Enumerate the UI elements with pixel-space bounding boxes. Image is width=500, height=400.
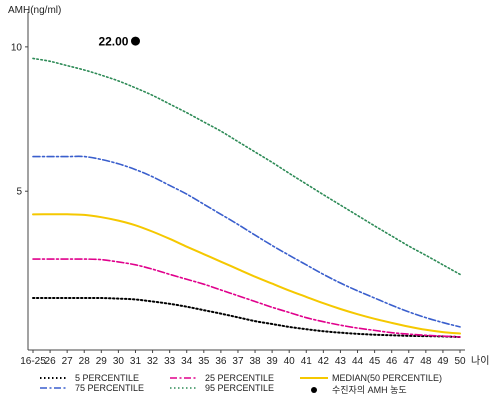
- x-tick-label: 49: [437, 356, 449, 367]
- x-tick-label: 36: [215, 356, 227, 367]
- x-tick-label: 41: [301, 356, 313, 367]
- x-tick-label: 48: [420, 356, 432, 367]
- series-line-p75: [32, 155, 461, 328]
- series-line-p25: [32, 258, 461, 338]
- x-tick-label: 34: [181, 356, 193, 367]
- x-tick-label: 47: [403, 356, 415, 367]
- x-tick-label: 31: [130, 356, 142, 367]
- x-tick-label: 37: [232, 356, 244, 367]
- y-tick-label: 10: [11, 42, 23, 53]
- x-tick-label: 35: [198, 356, 210, 367]
- x-tick-label: 45: [369, 356, 381, 367]
- legend-label-patient-point: 수진자의 AMH 농도: [332, 385, 407, 395]
- y-axis-label: AMH(ng/ml): [8, 5, 61, 16]
- x-tick-label: 40: [284, 356, 296, 367]
- x-tick-label: 39: [267, 356, 279, 367]
- x-tick-label: 38: [249, 356, 261, 367]
- x-tick-label: 28: [79, 356, 91, 367]
- x-tick-label: 50: [454, 356, 466, 367]
- x-tick-label: 42: [318, 356, 330, 367]
- legend-label-p50: MEDIAN(50 PERCENTILE): [332, 373, 442, 383]
- x-tick-label: 26: [45, 356, 57, 367]
- x-tick-label: 30: [113, 356, 125, 367]
- x-tick-label: 16-25: [20, 356, 46, 367]
- legend-label-p95: 95 PERCENTILE: [205, 383, 274, 393]
- legend-swatch-patient-point: [311, 387, 317, 393]
- patient-point-label: 22.00: [98, 35, 128, 49]
- x-tick-label: 46: [386, 356, 398, 367]
- x-tick-label: 29: [96, 356, 108, 367]
- legend-label-p5: 5 PERCENTILE: [75, 373, 139, 383]
- legend-label-p75: 75 PERCENTILE: [75, 383, 144, 393]
- x-tick-label: 43: [335, 356, 347, 367]
- y-tick-label: 5: [16, 187, 22, 198]
- x-tick-label: 33: [164, 356, 176, 367]
- x-tick-label: 44: [352, 356, 364, 367]
- x-axis-label: 나이: [471, 355, 489, 367]
- series-line-p95: [32, 57, 461, 276]
- x-tick-label: 32: [147, 356, 159, 367]
- series-line-p5: [32, 296, 461, 339]
- x-tick-label: 27: [62, 356, 74, 367]
- legend-label-p25: 25 PERCENTILE: [205, 373, 274, 383]
- legend: 5 PERCENTILE 25 PERCENTILE MEDIAN(50 PERCE…: [40, 373, 442, 395]
- patient-point: [130, 36, 140, 46]
- series-line-p50: [32, 213, 461, 335]
